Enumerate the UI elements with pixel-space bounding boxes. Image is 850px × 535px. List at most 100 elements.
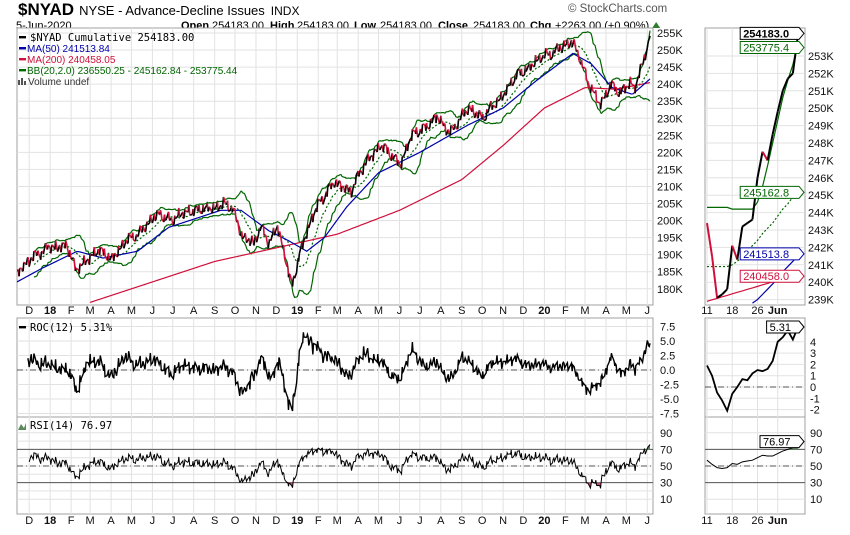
price-segment [544,56,545,58]
price-segment [280,231,281,234]
price-segment [484,120,486,121]
x-tick-label: O [231,305,240,317]
price-segment [126,240,127,242]
rsi-tick-label: 10 [660,494,672,506]
x-tick-label: M [127,515,136,527]
zoom-roc-tick-label: 1 [810,371,816,383]
zoom-y-tick-label: 241K [808,260,834,272]
x-tick-label: M [86,305,95,317]
price-segment [462,109,463,114]
zoom-x-tick-label: Jun [768,305,788,317]
x-tick-label: J [170,305,176,317]
x-tick-label: A [190,515,198,527]
price-segment [502,97,503,101]
price-segment [251,241,252,244]
price-segment [455,124,456,128]
price-segment [198,211,199,212]
price-segment [643,64,644,65]
price-segment [648,40,649,43]
price-segment [56,244,57,248]
price-segment [413,130,415,131]
zoom-y-tick-label: 242K [808,242,834,254]
price-segment [431,119,432,121]
price-segment [26,259,27,265]
rsi-tick-label: 90 [660,428,672,440]
bb-middle-tag: 245162.8 [740,186,804,199]
y-tick-label: 215K [657,164,683,176]
price-segment [194,213,195,216]
price-segment [582,60,583,67]
price-segment [330,183,331,185]
price-segment [392,153,393,155]
y-tick-label: 195K [657,233,683,245]
price-segment [602,97,603,98]
price-segment [416,127,417,132]
price-segment [325,194,326,197]
zoom-y-tick-label: 243K [808,225,834,237]
price-segment [41,251,42,252]
price-segment [303,242,304,249]
price-segment [23,263,24,271]
price-segment [52,245,53,246]
price-segment [625,89,626,93]
price-segment [131,237,132,238]
price-segment [283,245,284,246]
price-segment [31,257,32,258]
price-segment [62,243,64,244]
zoom-roc-tick-label: 3 [810,348,816,360]
rsi-legend: RSI(14) 76.97 [30,420,112,432]
price-segment [529,64,530,70]
price-segment [607,96,608,98]
ma200-tag-text: 240458.0 [743,271,789,283]
price-segment [388,147,389,151]
price-segment [32,259,33,260]
price-segment [598,102,600,103]
zoom-y-tick-label: 244K [808,208,834,220]
price-segment [102,248,103,251]
price-segment [478,114,479,118]
x-tick-label: D [519,305,527,317]
price-segment [540,55,541,63]
price-segment [592,85,593,89]
price-segment [156,216,157,220]
ma50-legend: MA(50) 241513.84 [27,44,110,55]
y-tick-label: 255K [657,28,683,40]
price-segment [169,212,170,220]
price-segment [626,86,628,87]
price-segment [611,84,612,89]
price-segment [463,113,464,116]
x-tick-label: F [562,515,569,527]
price-segment [640,64,641,70]
price-segment [619,94,620,97]
price-segment [364,164,365,166]
zoom-x-tick-label: 26 [751,305,763,317]
ma200-legend: MA(200) 240458.05 [27,55,116,66]
price-segment [123,240,124,245]
price-segment [321,197,322,201]
price-segment [340,181,341,184]
rsi-tick-label: 70 [660,444,672,456]
price-segment [516,77,517,79]
price-segment [445,124,446,130]
price-segment [493,105,494,106]
y-tick-label: 200K [657,216,683,228]
price-segment [412,129,413,141]
x-tick-label: J [397,515,403,527]
x-tick-label: D [272,305,280,317]
zoom-y-tick-label: 253K [808,51,834,63]
price-segment [349,187,350,192]
x-tick-label: M [622,305,631,317]
zoom-y-tick-label: 250K [808,103,834,115]
y-tick-label: 220K [657,147,683,159]
y-tick-label: 190K [657,250,683,262]
price-segment [76,268,77,269]
y-tick-label: 250K [657,45,683,57]
price-segment [621,89,622,94]
zoom-rsi-tick-label: 10 [810,494,822,506]
bb-upper-tag: 253775.4 [740,42,804,55]
x-tick-label: J [417,515,423,527]
price-tag-text: 254183.0 [743,28,789,40]
x-tick-label: 19 [291,305,303,317]
price-segment [180,216,181,217]
